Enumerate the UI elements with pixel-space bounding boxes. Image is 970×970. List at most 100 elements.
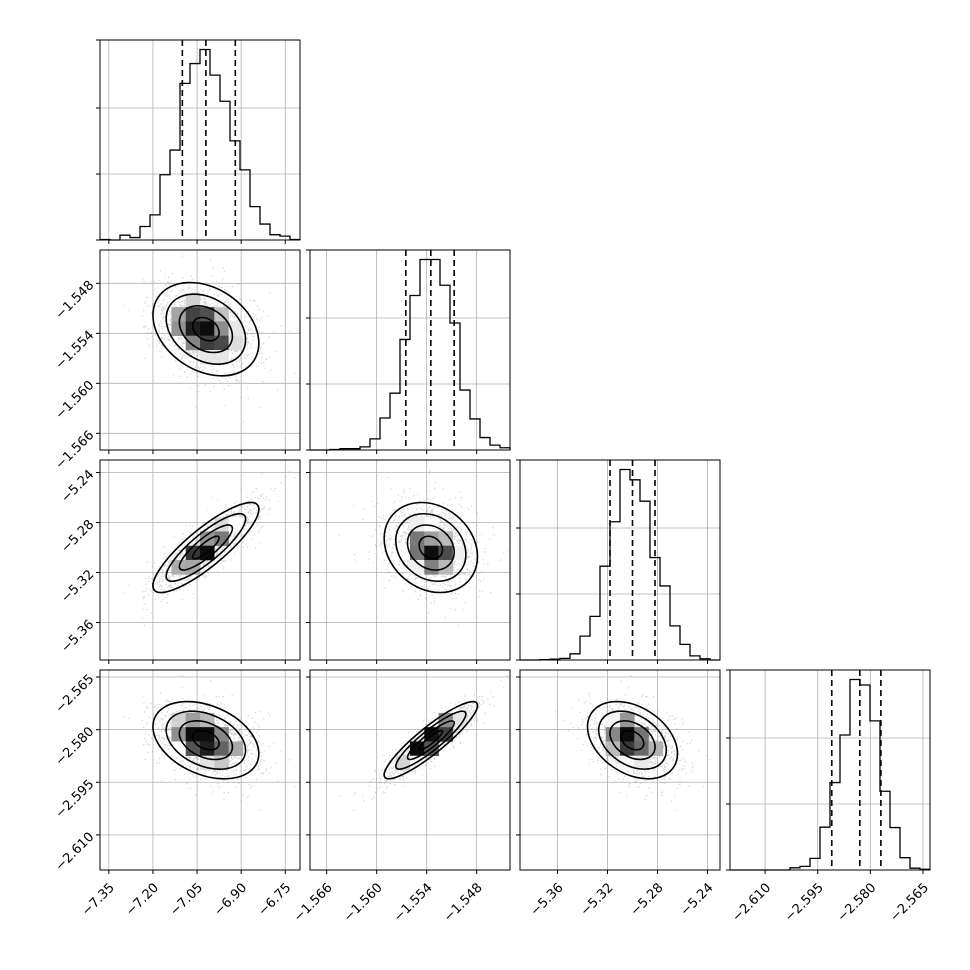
panel-frame bbox=[309, 669, 511, 871]
contour-level-1 bbox=[620, 729, 645, 751]
density-cell bbox=[410, 531, 425, 547]
contour-level-2 bbox=[609, 720, 656, 761]
x-tick-label: −5.24 bbox=[678, 880, 717, 919]
density-cell bbox=[605, 712, 621, 728]
x-tick-label: −6.75 bbox=[256, 880, 295, 919]
x-tick-label: −2.580 bbox=[835, 880, 880, 925]
y-tick-label: −5.36 bbox=[59, 617, 98, 656]
contour-level-2 bbox=[406, 720, 455, 761]
x-tick-label: −1.548 bbox=[441, 880, 486, 925]
y-tick-label: −1.566 bbox=[53, 428, 98, 473]
panel-frame bbox=[729, 669, 931, 871]
density-cell bbox=[648, 741, 664, 757]
contour-level-4 bbox=[152, 700, 260, 780]
contour-level-2 bbox=[406, 524, 455, 571]
contour-level-1 bbox=[191, 535, 220, 560]
scatter-panel-3-2 bbox=[306, 459, 511, 664]
x-tick-label: −6.90 bbox=[211, 880, 250, 919]
density-cell bbox=[410, 560, 425, 575]
density-cell bbox=[424, 560, 439, 575]
contour-level-2 bbox=[178, 524, 234, 571]
density-cell bbox=[605, 727, 621, 742]
histogram-step bbox=[310, 258, 511, 451]
contour-level-1 bbox=[418, 729, 444, 751]
contour-level-3 bbox=[395, 512, 467, 583]
density-cell bbox=[200, 335, 215, 351]
y-tick-label: −1.554 bbox=[53, 328, 98, 373]
histogram-panel-1 bbox=[96, 39, 301, 244]
y-tick-label: −1.560 bbox=[53, 378, 98, 423]
contour-level-4 bbox=[586, 700, 679, 780]
panel-frame bbox=[519, 669, 721, 871]
contour-level-1 bbox=[418, 535, 444, 560]
density-cell bbox=[214, 741, 229, 757]
density-cell bbox=[438, 545, 454, 561]
density-cell bbox=[620, 741, 635, 757]
y-tick-label: −2.580 bbox=[53, 724, 98, 769]
histogram-panel-2 bbox=[306, 249, 511, 454]
density-cell bbox=[200, 350, 215, 365]
x-tick-label: −1.554 bbox=[391, 880, 436, 925]
density-cell bbox=[200, 321, 215, 337]
density-cell bbox=[410, 545, 425, 561]
contour-level-2 bbox=[178, 305, 234, 354]
x-tick-label: −2.610 bbox=[730, 880, 775, 925]
x-tick-label: −5.36 bbox=[528, 880, 567, 919]
panel-frame bbox=[99, 249, 301, 451]
density-cell bbox=[214, 350, 229, 365]
density-cell bbox=[200, 741, 215, 757]
y-tick-label: −5.28 bbox=[59, 517, 98, 556]
x-tick-label: −5.28 bbox=[628, 880, 667, 919]
contour-level-3 bbox=[395, 710, 467, 770]
density-cell bbox=[438, 531, 454, 547]
density-cell bbox=[214, 335, 229, 351]
scatter-panel-3-1: −5.36 −5.32 −5.28 −5.24 bbox=[59, 459, 301, 664]
density-cell bbox=[452, 545, 468, 561]
contour-level-3 bbox=[165, 512, 247, 583]
contour-level-1 bbox=[191, 729, 220, 751]
panel-frame bbox=[309, 459, 511, 661]
x-tick-label: −2.565 bbox=[887, 880, 932, 925]
contour-level-3 bbox=[165, 710, 247, 770]
y-tick-label: −2.595 bbox=[53, 777, 98, 822]
y-tick-label: −5.24 bbox=[59, 467, 98, 506]
contour-level-4 bbox=[152, 281, 260, 377]
y-tick-label: −1.548 bbox=[53, 278, 98, 323]
density-cell bbox=[171, 307, 187, 322]
density-cell bbox=[424, 517, 439, 532]
histogram-step bbox=[99, 48, 301, 241]
x-tick-label: −1.566 bbox=[291, 880, 336, 925]
x-tick-label: −5.32 bbox=[578, 880, 617, 919]
density-cell bbox=[171, 712, 187, 728]
density-cell bbox=[424, 531, 439, 547]
density-cell bbox=[424, 545, 439, 561]
panel-frame bbox=[99, 459, 301, 661]
density-cell bbox=[171, 741, 187, 757]
histogram-step bbox=[520, 468, 720, 661]
histogram-panel-3 bbox=[516, 459, 721, 664]
contour-level-3 bbox=[597, 710, 668, 770]
y-tick-label: −2.565 bbox=[53, 672, 98, 717]
x-tick-label: −7.05 bbox=[167, 880, 206, 919]
x-tick-label: −7.35 bbox=[79, 880, 118, 919]
density-cell bbox=[452, 712, 468, 728]
density-cell bbox=[185, 335, 201, 351]
density-cell bbox=[634, 727, 649, 742]
density-cell bbox=[185, 292, 201, 308]
panel-frame bbox=[309, 249, 511, 451]
density-cell bbox=[185, 712, 201, 728]
density-cell bbox=[185, 307, 201, 322]
x-tick-label: −7.20 bbox=[123, 880, 162, 919]
panel-frame bbox=[519, 459, 721, 661]
contour-level-4 bbox=[152, 501, 260, 594]
scatter-panel-4-2: −1.566 −1.560 −1.554 −1.548 bbox=[291, 669, 511, 925]
contour-level-4 bbox=[383, 501, 479, 594]
contour-level-2 bbox=[178, 720, 234, 761]
y-tick-label: −2.610 bbox=[53, 830, 98, 875]
panel-frame bbox=[99, 669, 301, 871]
x-tick-label: −2.595 bbox=[782, 880, 827, 925]
scatter-panel-4-3: −5.36 −5.32 −5.28 −5.24 bbox=[516, 669, 721, 919]
scatter-panel-4-1: −2.610−2.595−2.580−2.565−7.35 −7.20 −7.05−… bbox=[53, 669, 301, 919]
y-tick-label: −5.32 bbox=[59, 567, 98, 606]
